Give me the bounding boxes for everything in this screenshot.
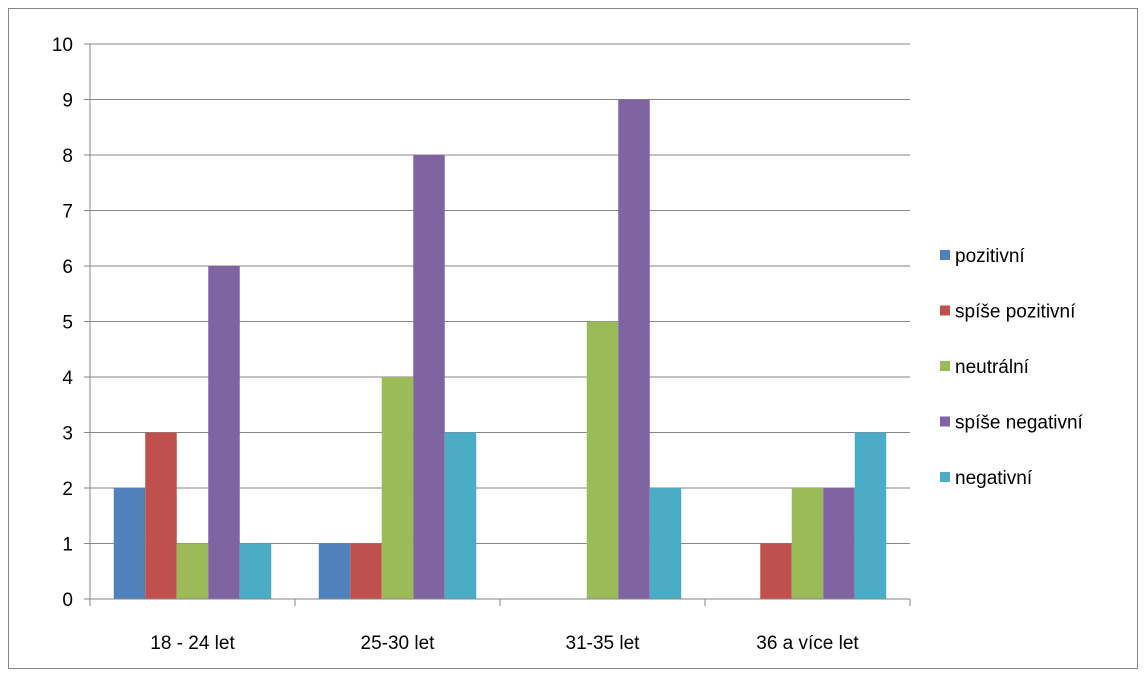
bar <box>239 543 272 599</box>
y-tick-label: 8 <box>62 146 73 167</box>
legend-label: spíše negativní <box>955 413 1084 434</box>
bar <box>649 488 682 599</box>
legend-swatch <box>940 416 950 427</box>
legend-label: spíše pozitivní <box>955 302 1076 323</box>
legend-swatch <box>940 250 950 260</box>
legend-label: neutrální <box>955 357 1030 378</box>
bar <box>854 432 887 599</box>
y-tick-label: 9 <box>62 91 73 112</box>
legend-swatch <box>940 305 950 316</box>
bar <box>823 488 855 599</box>
y-tick-label: 6 <box>62 257 73 278</box>
x-tick-label: 18 - 24 let <box>150 633 235 654</box>
bar <box>413 155 445 599</box>
bar <box>318 543 351 599</box>
bar <box>760 543 792 599</box>
bar <box>791 488 824 599</box>
y-tick-label: 10 <box>52 35 73 56</box>
y-tick-label: 4 <box>62 368 73 389</box>
y-tick-label: 0 <box>62 590 73 611</box>
bar <box>176 543 209 599</box>
x-tick-label: 36 a více let <box>756 633 859 654</box>
y-tick-label: 1 <box>62 535 73 556</box>
y-tick-label: 7 <box>62 202 73 223</box>
bar <box>444 432 477 599</box>
bar <box>145 432 177 599</box>
bars <box>113 99 887 599</box>
legend-label: negativní <box>955 468 1033 489</box>
legend-label: pozitivní <box>955 246 1025 267</box>
bar <box>586 321 619 599</box>
bar <box>113 488 146 599</box>
bar <box>208 266 240 599</box>
legend-swatch <box>940 472 950 482</box>
bar <box>381 377 414 599</box>
bar <box>350 543 382 599</box>
legend-swatch <box>940 361 950 371</box>
axes: 0 1 2 3 4 5 6 7 8 9 10 18 - 24 let 25-30 let 31-35 le… <box>52 35 911 654</box>
x-tick-label: 25-30 let <box>361 633 436 654</box>
y-tick-label: 5 <box>62 313 73 334</box>
x-tick-label: 31-35 let <box>566 633 641 654</box>
y-tick-label: 3 <box>62 424 73 445</box>
y-tick-label: 2 <box>62 479 73 500</box>
bar <box>618 99 650 599</box>
legend: pozitivní spíše pozitivní neutrální spíše n… <box>940 246 1084 489</box>
